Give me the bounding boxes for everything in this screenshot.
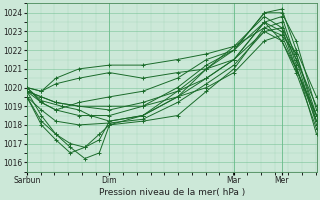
X-axis label: Pression niveau de la mer( hPa ): Pression niveau de la mer( hPa ) (99, 188, 245, 197)
